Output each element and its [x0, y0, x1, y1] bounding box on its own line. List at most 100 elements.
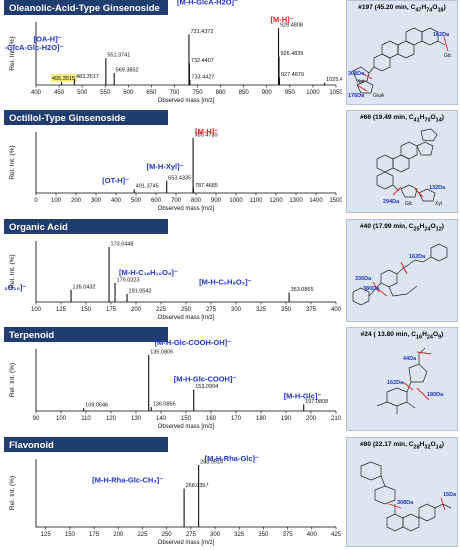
- sugar-label: GluA: [373, 93, 385, 99]
- neutral-loss-label: 15Da: [443, 492, 457, 498]
- formula-o: 14: [435, 444, 442, 451]
- ion-label: [M-H-C₉H₆O₃]⁻: [199, 278, 252, 287]
- x-tick-label: 325: [256, 307, 267, 313]
- x-tick-label: 190: [281, 416, 292, 422]
- x-tick-label: 100: [56, 416, 67, 422]
- x-tick-label: 200: [131, 307, 142, 313]
- x-tick-label: 275: [206, 307, 217, 313]
- x-tick-label: 0: [34, 198, 38, 204]
- x-tick-label: 210: [331, 416, 342, 422]
- structure-panel-3: #40 (17.99 min, C25H24O12) 162Da 336Da 3…: [346, 219, 458, 322]
- x-tick-label: 1200: [269, 198, 283, 204]
- molecule-structure-3: 162Da 336Da 380Da: [352, 243, 448, 306]
- neutral-loss-label: 162Da: [433, 32, 450, 38]
- peak-label: 268.0357: [186, 483, 209, 489]
- ion-label: [M-H-GlcA-Glc-H2O]⁻: [4, 43, 64, 52]
- x-tick-label: 950: [285, 90, 296, 96]
- title-suffix: ): [441, 331, 444, 338]
- x-tick-label: 170: [231, 416, 242, 422]
- formula-c: 41: [413, 117, 420, 124]
- peak-label: 483.3517: [76, 74, 99, 80]
- structure-panel-5: #80 (22.17 min, C28H32O14) 15Da 308Da: [346, 437, 458, 547]
- ion-label: [OA-H]⁻: [34, 35, 62, 44]
- title-prefix: #24 ( 13.80 min, C: [360, 331, 416, 338]
- x-tick-label: 175: [106, 307, 117, 313]
- ion-label: [M-H-C₁₆H₁₀O₈]⁻: [119, 268, 178, 277]
- x-tick-label: 100: [51, 198, 62, 204]
- panel-title: Flavonoid: [9, 440, 54, 451]
- peak-label: 136.0856: [153, 402, 176, 408]
- peak-label: 731.4372: [190, 29, 213, 35]
- x-tick-label: 375: [306, 307, 317, 313]
- panel-title: Oleanolic-Acid-Type Ginsenoside: [9, 3, 160, 14]
- peak-label: 135.0806: [150, 350, 173, 356]
- neutral-loss-label: 44Da: [403, 356, 417, 362]
- formula-h: 74: [426, 7, 433, 14]
- formula-h: 70: [424, 117, 431, 124]
- structure-title-3: #40 (17.99 min, C25H24O12): [347, 223, 457, 232]
- sugar-label: Glc: [405, 201, 413, 207]
- x-tick-label: 120: [106, 416, 117, 422]
- spectrum-chart-3: Organic Acid Rel. Int. (%) 100 125 150 175 200…: [4, 219, 342, 321]
- x-axis-label: Observed mass [m/z]: [158, 206, 215, 212]
- panel-title-bar: [4, 0, 168, 15]
- formula-o-letter: O: [430, 114, 436, 121]
- formula-h: 24: [426, 334, 433, 341]
- peak-label: 191.0542: [129, 288, 152, 294]
- title-suffix: ): [441, 114, 444, 121]
- formula-o-letter: O: [430, 441, 436, 448]
- ion-label: [M-H-Rha-Glc]⁻: [205, 454, 259, 463]
- formula-h-letter: H: [419, 114, 425, 121]
- x-tick-label: 225: [156, 307, 167, 313]
- title-prefix: #197 (45.20 min, C: [358, 4, 416, 11]
- x-tick-label: 400: [331, 307, 342, 313]
- molecule-structure-2: 132Da Xyl Glc 294Da: [376, 128, 446, 207]
- formula-h-letter: H: [422, 331, 427, 338]
- x-tick-label: 250: [162, 532, 173, 538]
- ion-label: [M-H-C₁₇H₁₂O₁₀]⁻: [4, 283, 26, 292]
- formula-h: 32: [424, 444, 431, 451]
- formula-h: 24: [424, 226, 431, 233]
- peak-label: 926.4835: [280, 51, 303, 57]
- formula-c: 28: [413, 444, 420, 451]
- x-tick-label: 200: [71, 198, 82, 204]
- x-axis-label: Observed mass [m/z]: [158, 315, 215, 321]
- x-tick-label: 1000: [229, 198, 243, 204]
- x-tick-label: 125: [56, 307, 67, 313]
- peak-label: 551.3741: [107, 53, 130, 59]
- neutral-loss-label: 380Da: [363, 286, 380, 292]
- x-tick-label: 400: [111, 198, 122, 204]
- x-tick-label: 1050: [329, 90, 342, 96]
- x-tick-label: 150: [65, 532, 76, 538]
- peak-label: 927.4879: [281, 72, 304, 78]
- peak-label: 283.0614: [200, 460, 223, 466]
- peak-label: 197.0808: [305, 399, 328, 405]
- ion-label: [M-H-Rha-Glc-CH₃]⁻: [92, 476, 163, 485]
- sugar-label: Glc: [444, 53, 452, 59]
- sugar-label: Xyl: [435, 201, 442, 207]
- x-tick-label: 800: [191, 198, 202, 204]
- x-tick-label: 110: [81, 416, 91, 422]
- x-tick-label: 1500: [329, 198, 342, 204]
- ion-label: [M-H-Glc-COOH-OH]⁻: [155, 338, 231, 347]
- panel-title: Organic Acid: [9, 222, 68, 233]
- x-tick-label: 100: [31, 307, 42, 313]
- formula-o-letter: O: [432, 4, 438, 11]
- spectrum-chart-4: Terpenoid Rel. Int. (%) 90 100 110 120 130 140 1…: [4, 327, 342, 430]
- peak-label: 787.4685: [195, 183, 218, 189]
- structure-panel-1: #197 (45.20 min, C47H74O18) 162Da Glc: [346, 0, 458, 105]
- formula-o-letter: O: [430, 223, 436, 230]
- x-tick-label: 90: [33, 416, 40, 422]
- y-axis-label: Rel. Int. (%): [9, 363, 16, 397]
- spectrum-row-3: Organic Acid Rel. Int. (%) 100 125 150 175 200…: [0, 219, 460, 322]
- formula-o: 14: [435, 117, 442, 124]
- x-tick-label: 300: [91, 198, 102, 204]
- panel-title: Octillol-Type Ginsenoside: [9, 113, 125, 124]
- panel-title-bar: [4, 110, 168, 125]
- spectrum-chart-2: Octillol-Type Ginsenoside Rel. Int. (%) 0 1…: [4, 110, 342, 212]
- y-axis-label: Rel. Int. (%): [9, 476, 16, 510]
- molecule-structure-5: 15Da 308Da: [360, 461, 457, 532]
- x-tick-label: 600: [151, 198, 162, 204]
- ion-label: [M-H-Glc-COOH]⁻: [174, 375, 237, 384]
- x-axis-label: Observed mass [m/z]: [158, 424, 215, 430]
